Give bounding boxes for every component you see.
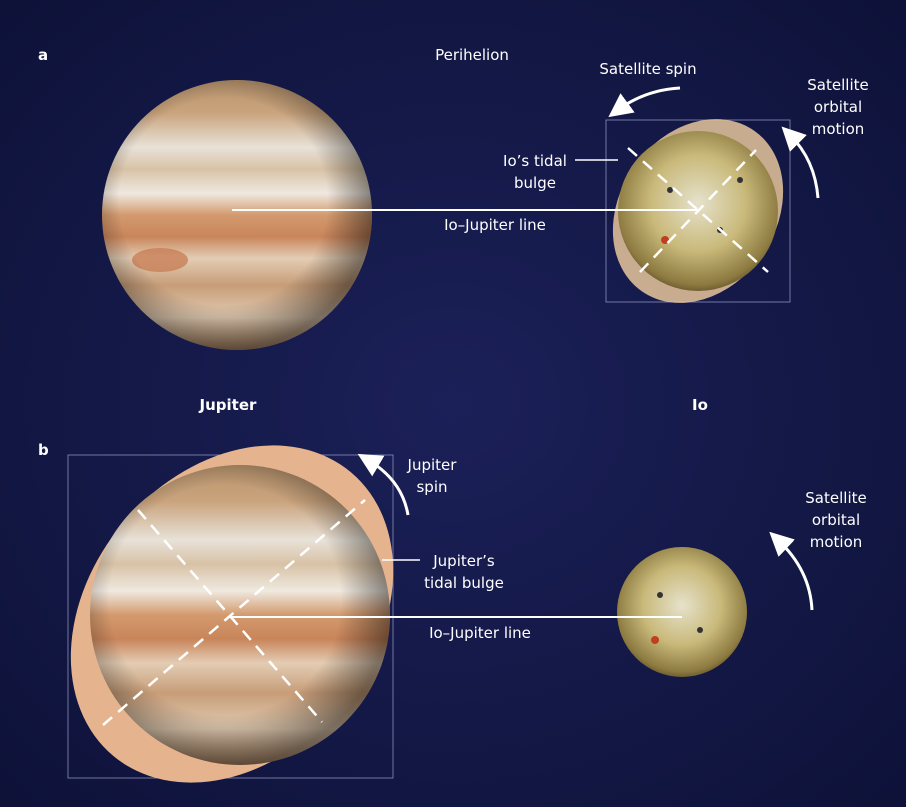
satellite-spin: Satellite spin — [599, 60, 696, 78]
tidal-bulge: Io’s tidal — [503, 152, 567, 170]
bulge-axis — [102, 499, 366, 726]
jupiter-label: Jupiter — [199, 396, 257, 414]
orbital-motion: Satellite — [805, 489, 866, 507]
bulge-axis — [137, 509, 323, 723]
io-label: Io — [692, 396, 708, 414]
panel-label: a — [38, 46, 48, 64]
jupiter-spin: spin — [416, 478, 447, 496]
bulge-axis — [627, 147, 769, 273]
io — [617, 547, 747, 677]
spin-arrow — [608, 86, 681, 118]
line-label: Io–Jupiter line — [429, 624, 531, 642]
orbit-arrow — [781, 126, 820, 199]
tidal-bulge: Jupiter’s — [432, 552, 495, 570]
orbital-motion: orbital — [814, 98, 862, 116]
tidal-bulge: tidal bulge — [424, 574, 504, 592]
spin-arrow — [357, 453, 410, 516]
tidal-bulge: bulge — [514, 174, 556, 192]
orbital-motion: Satellite — [807, 76, 868, 94]
panel-label: b — [38, 441, 49, 459]
jupiter — [102, 80, 372, 350]
perihelion: Perihelion — [435, 46, 509, 64]
jupiter — [90, 465, 390, 765]
orbital-motion: motion — [812, 120, 865, 138]
orbit-arrow — [769, 531, 814, 611]
orbital-motion: motion — [810, 533, 863, 551]
jupiter-spin: Jupiter — [407, 456, 458, 474]
line-label: Io–Jupiter line — [444, 216, 546, 234]
orbital-motion: orbital — [812, 511, 860, 529]
